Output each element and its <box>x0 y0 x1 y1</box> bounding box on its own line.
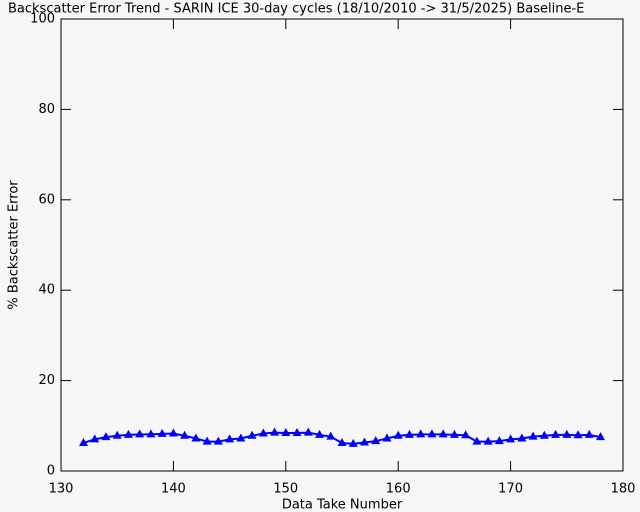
data-point <box>461 430 471 439</box>
data-point <box>236 433 246 442</box>
data-point <box>225 434 235 443</box>
x-tick-label: 150 <box>273 482 298 497</box>
data-point <box>449 429 459 438</box>
data-point <box>303 427 313 436</box>
data-point <box>517 433 527 442</box>
data-point <box>427 429 437 438</box>
data-point <box>528 431 538 440</box>
data-point <box>416 429 426 438</box>
x-tick-label: 180 <box>611 482 636 497</box>
data-point <box>551 429 561 438</box>
data-point <box>213 436 223 445</box>
data-point <box>348 438 358 447</box>
x-tick-label: 140 <box>161 482 186 497</box>
x-tick-label: 160 <box>386 482 411 497</box>
data-point <box>539 430 549 439</box>
data-point <box>573 430 583 439</box>
data-point <box>112 430 122 439</box>
data-point <box>584 429 594 438</box>
data-point <box>382 433 392 442</box>
data-point <box>506 434 516 443</box>
data-point <box>258 428 268 437</box>
data-point <box>101 432 111 441</box>
data-point <box>337 437 347 446</box>
chart-title: Backscatter Error Trend - SARIN ICE 30-d… <box>8 2 584 17</box>
data-point <box>168 428 178 437</box>
data-point <box>562 429 572 438</box>
data-point <box>472 436 482 445</box>
data-point <box>596 432 606 441</box>
data-point <box>494 436 504 445</box>
data-point <box>157 428 167 437</box>
y-tick-label: 40 <box>38 283 55 298</box>
data-point <box>191 433 201 442</box>
data-point <box>281 428 291 437</box>
y-tick-label: 20 <box>38 373 55 388</box>
data-point <box>270 427 280 436</box>
data-point <box>326 431 336 440</box>
data-point <box>393 430 403 439</box>
y-axis-label: % Backscatter Error <box>7 180 22 310</box>
data-point <box>78 437 88 446</box>
data-point <box>359 437 369 446</box>
data-point <box>180 430 190 439</box>
x-tick-label: 170 <box>498 482 523 497</box>
data-point <box>146 429 156 438</box>
y-tick-label: 60 <box>38 192 55 207</box>
data-point <box>247 430 257 439</box>
data-point <box>438 429 448 438</box>
data-point <box>315 429 325 438</box>
data-point <box>483 436 493 445</box>
data-point <box>371 436 381 445</box>
plot-frame <box>60 18 624 472</box>
data-point <box>123 429 133 438</box>
data-point <box>135 429 145 438</box>
data-point <box>202 436 212 445</box>
y-tick-label: 100 <box>30 12 55 27</box>
x-axis-label: Data Take Number <box>282 498 403 512</box>
data-point <box>90 434 100 443</box>
y-tick-label: 80 <box>38 102 55 117</box>
x-tick-label: 130 <box>49 482 74 497</box>
data-point <box>404 429 414 438</box>
y-tick-label: 0 <box>47 464 55 479</box>
data-point <box>292 428 302 437</box>
